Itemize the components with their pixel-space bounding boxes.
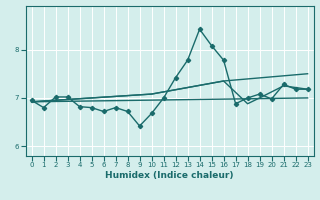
X-axis label: Humidex (Indice chaleur): Humidex (Indice chaleur)	[105, 171, 234, 180]
